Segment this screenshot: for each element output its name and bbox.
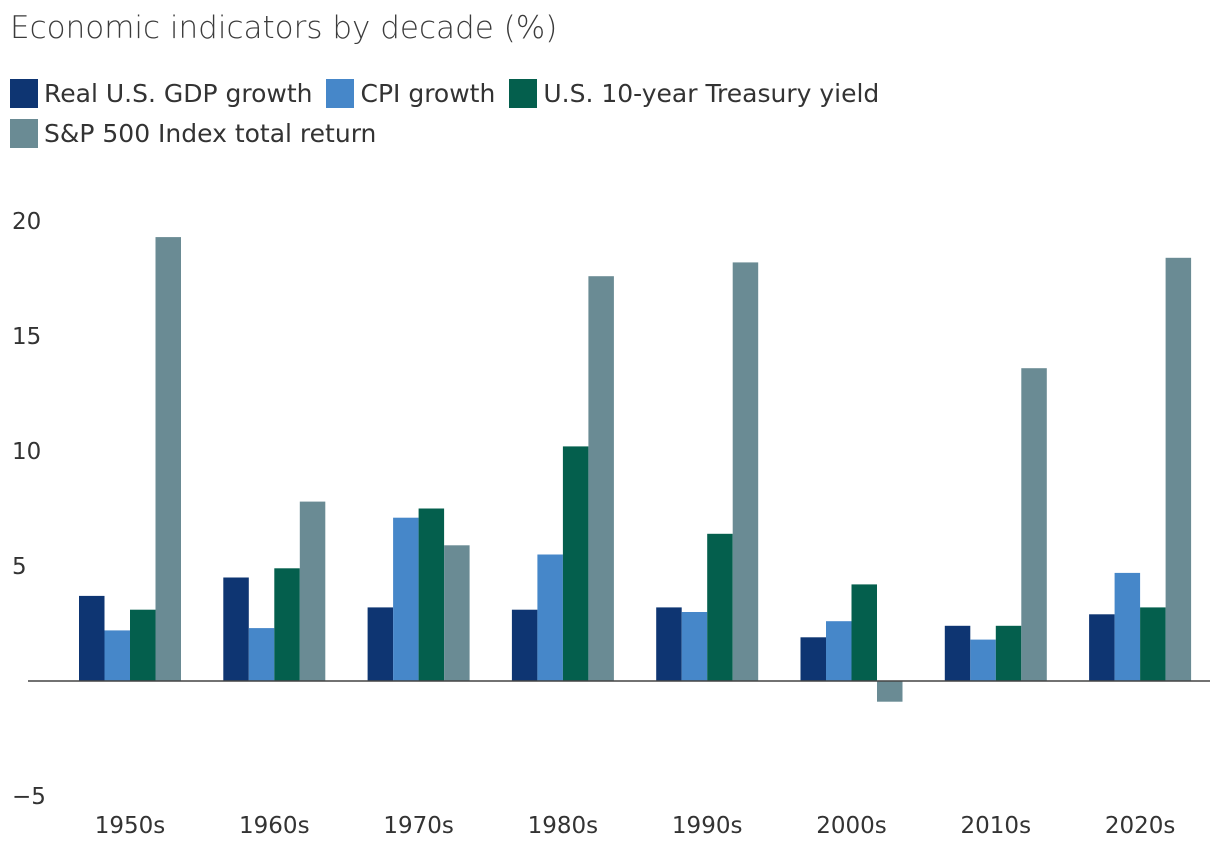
x-tick-label: 1990s — [672, 813, 743, 839]
y-tick-label: 5 — [12, 554, 27, 580]
bar-1950s-series-0 — [79, 595, 105, 681]
y-tick-label: 20 — [12, 209, 41, 235]
legend-item-cpi: CPI growth — [326, 78, 496, 108]
bar-2010s-series-1 — [970, 639, 996, 681]
x-tick-label: 2000s — [816, 813, 887, 839]
bar-1960s-series-0 — [223, 577, 249, 681]
bar-1990s-series-2 — [707, 533, 733, 681]
bar-2020s-series-0 — [1089, 614, 1115, 681]
bar-2000s-series-1 — [826, 621, 852, 681]
legend-item-sp500: S&P 500 Index total return — [10, 118, 377, 148]
bar-1980s-series-0 — [511, 609, 538, 681]
bar-1970s-series-2 — [418, 508, 445, 681]
bar-2020s-series-1 — [1114, 572, 1141, 681]
legend-row-1: Real U.S. GDP growth CPI growth U.S. 10-… — [10, 74, 1010, 112]
legend-label-cpi: CPI growth — [360, 78, 496, 108]
x-tick-label: 2020s — [1105, 813, 1176, 839]
bar-2010s-series-3 — [1021, 368, 1047, 681]
bar-1950s-series-2 — [130, 609, 156, 681]
bar-1990s-series-0 — [656, 607, 682, 681]
bar-2020s-series-2 — [1140, 607, 1166, 681]
x-tick-label: 1980s — [528, 813, 599, 839]
bar-1950s-series-3 — [155, 237, 181, 681]
bar-1990s-series-1 — [681, 612, 708, 681]
legend-swatch-cpi — [326, 78, 355, 108]
x-tick-label: 1960s — [239, 813, 310, 839]
bar-1970s-series-3 — [444, 545, 470, 681]
x-tick-label: 1970s — [383, 813, 454, 839]
legend-swatch-sp500 — [10, 118, 38, 148]
bar-2000s-series-2 — [851, 584, 877, 681]
chart-legend: Real U.S. GDP growth CPI growth U.S. 10-… — [10, 74, 1010, 154]
legend-swatch-treasury — [509, 78, 538, 108]
legend-row-2: S&P 500 Index total return — [10, 114, 1010, 152]
legend-label-treasury: U.S. 10-year Treasury yield — [543, 78, 880, 108]
legend-item-gdp: Real U.S. GDP growth — [10, 78, 313, 108]
legend-swatch-gdp — [10, 78, 38, 108]
x-tick-label: 1950s — [95, 813, 166, 839]
bar-1980s-series-2 — [562, 446, 589, 681]
bar-1970s-series-1 — [393, 517, 419, 681]
bar-1960s-series-3 — [299, 501, 326, 681]
legend-item-treasury: U.S. 10-year Treasury yield — [509, 78, 880, 108]
y-tick-label: 10 — [12, 439, 41, 465]
y-tick-label: 15 — [12, 324, 41, 350]
chart-title: Economic indicators by decade (%) — [10, 10, 558, 46]
bar-1970s-series-0 — [367, 607, 394, 681]
bar-2020s-series-3 — [1165, 257, 1192, 681]
bar-1950s-series-1 — [104, 630, 130, 681]
bar-2010s-series-2 — [995, 625, 1022, 681]
bar-1980s-series-1 — [537, 554, 563, 681]
bar-2000s-series-0 — [800, 637, 826, 681]
y-tick-label: −5 — [12, 784, 46, 810]
bar-1980s-series-3 — [588, 276, 614, 681]
bar-1960s-series-2 — [274, 568, 300, 681]
bar-1990s-series-3 — [732, 262, 759, 681]
bar-2010s-series-0 — [944, 625, 971, 681]
bar-2000s-series-3 — [877, 681, 903, 702]
legend-label-sp500: S&P 500 Index total return — [44, 118, 377, 148]
bar-1960s-series-1 — [248, 628, 275, 681]
legend-label-gdp: Real U.S. GDP growth — [44, 78, 313, 108]
x-tick-label: 2010s — [961, 813, 1032, 839]
